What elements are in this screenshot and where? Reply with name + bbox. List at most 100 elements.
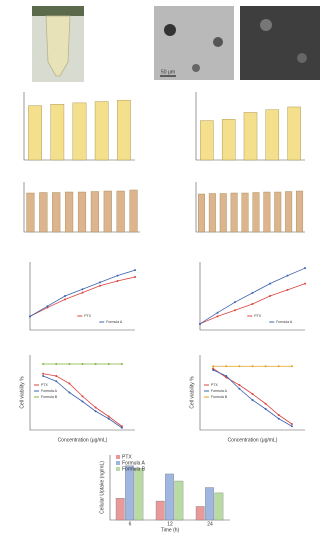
bar [208,193,216,233]
bar [117,99,131,161]
axis [199,262,305,331]
point [269,282,271,285]
point [264,365,267,368]
bar [285,191,293,233]
bar [155,500,165,521]
point [238,387,241,390]
bar [72,102,87,161]
legend-label: Formula A [122,460,145,466]
bar [129,189,138,233]
bar [243,112,258,161]
point [212,367,215,370]
bar [287,106,301,161]
point [42,375,45,377]
point [42,363,45,365]
point [277,365,280,368]
bar [241,192,249,233]
point [94,406,97,409]
bar [116,190,125,233]
bar [263,191,271,233]
line [29,276,136,317]
bar [94,101,109,161]
x-tick-label: 12 [167,521,173,527]
point [234,309,236,312]
x-axis-label: Concentration (μg/mL) [58,437,108,443]
x-axis-label: Time (h) [161,527,180,533]
bar [197,193,205,233]
point [212,365,215,368]
legend-label: Formula A [41,389,58,393]
point [216,311,219,314]
axis [29,262,135,331]
bar [50,104,65,161]
bar [115,498,125,521]
point [225,365,228,368]
legend-swatch [116,455,120,459]
legend-label: PTX [211,383,218,387]
point [251,303,254,306]
point [120,426,123,429]
legend-label: PTX [41,383,48,387]
bar [90,191,99,233]
scale-bar-label: 50 μm [161,69,175,75]
tube-photo [32,6,84,82]
point [55,363,58,365]
point [234,301,236,304]
point [99,284,101,287]
point [134,275,136,278]
bar [221,118,236,161]
x-axis-label: Concentration (μg/mL) [228,437,278,443]
bar [26,192,35,233]
point [134,269,136,272]
point [216,315,219,318]
point [212,369,215,371]
x-tick-label: 6 [129,521,132,527]
bar [77,191,87,233]
y-axis-label: Cell viability % [19,376,25,409]
point [290,425,293,428]
point [277,417,280,420]
point [269,295,271,297]
point [116,280,119,283]
point [120,363,123,365]
axis [109,455,230,521]
bar [274,191,282,233]
bar [230,192,238,233]
point [290,423,293,425]
point [251,393,254,395]
point [68,391,71,394]
microscopy-images [154,6,320,80]
point [107,415,110,418]
bar [214,492,224,521]
point [290,365,293,368]
bar [28,105,42,161]
point [238,384,241,386]
point [107,417,110,420]
point [199,322,201,325]
x-tick-label: 24 [207,521,213,527]
point [94,363,97,365]
point [81,291,84,294]
bar [125,465,134,521]
bar [265,109,280,161]
legend-label: PTX [84,314,91,318]
point [304,282,306,285]
bar [252,192,260,233]
legend-swatch [116,461,120,465]
point [55,375,58,377]
legend-label: Formula A [211,389,228,393]
legend-label: Formula B [211,395,228,399]
point [46,305,49,308]
legend-label: PTX [122,454,132,460]
point [81,363,84,365]
point [251,399,254,401]
axis [199,355,305,431]
point [251,365,254,368]
legend-label: PTX [254,314,261,318]
legend-label: Formula A [106,320,123,324]
legend-label: Formula B [41,395,58,399]
bar [174,480,184,521]
legend-label: Formula A [276,320,293,324]
